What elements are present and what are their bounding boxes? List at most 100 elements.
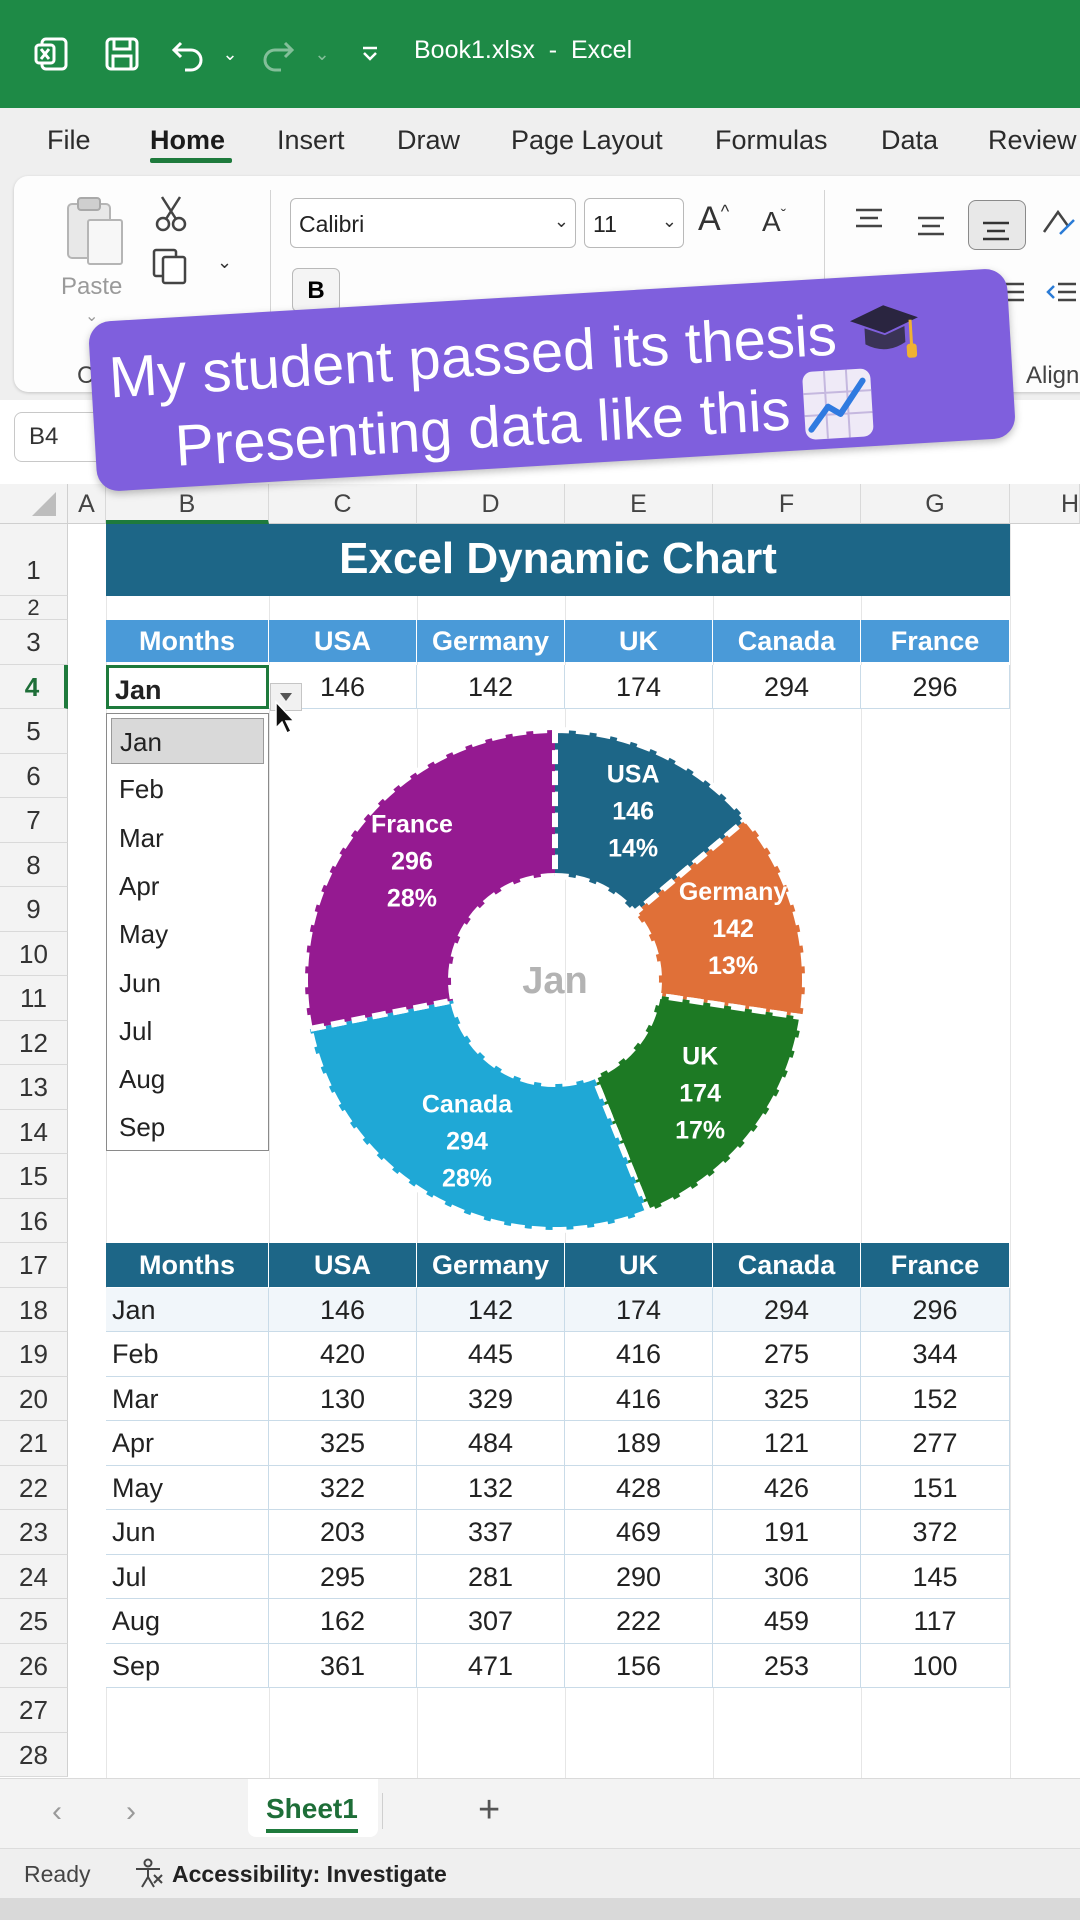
row-header[interactable]: 22 xyxy=(0,1465,68,1510)
bold-button[interactable]: B xyxy=(292,268,340,312)
column-header[interactable]: E xyxy=(565,484,713,524)
table-cell[interactable]: 306 xyxy=(713,1554,861,1599)
table-row-label[interactable]: Aug xyxy=(106,1599,269,1644)
table-cell[interactable]: 428 xyxy=(565,1465,713,1510)
tab-file[interactable]: File xyxy=(47,125,91,155)
column-header[interactable]: F xyxy=(713,484,861,524)
font-size-dropdown[interactable]: 11 ⌄ xyxy=(584,198,684,248)
tab-insert[interactable]: Insert xyxy=(277,125,345,155)
column-header[interactable]: D xyxy=(417,484,565,524)
scroll-right-icon[interactable]: › xyxy=(126,1795,136,1828)
table-cell[interactable]: 156 xyxy=(565,1643,713,1688)
table-cell[interactable]: 132 xyxy=(417,1465,565,1510)
orientation-icon[interactable] xyxy=(1038,204,1078,245)
row-header[interactable]: 3 xyxy=(0,620,68,665)
row-header[interactable]: 24 xyxy=(0,1554,68,1599)
table-cell[interactable]: 100 xyxy=(861,1643,1010,1688)
row-header[interactable]: 10 xyxy=(0,931,68,976)
column-header[interactable]: G xyxy=(861,484,1010,524)
redo-icon[interactable] xyxy=(258,30,298,78)
table-cell[interactable]: 290 xyxy=(565,1554,713,1599)
table-cell[interactable]: 426 xyxy=(713,1465,861,1510)
table-cell[interactable]: 142 xyxy=(417,1287,565,1332)
month-dropdown-list[interactable]: Jan Feb Mar Apr May Jun Jul Aug Sep xyxy=(106,713,269,1151)
dropdown-option[interactable]: Aug xyxy=(119,1064,166,1095)
dropdown-option[interactable]: Feb xyxy=(119,774,164,805)
row-header[interactable]: 23 xyxy=(0,1510,68,1555)
table-cell[interactable]: 162 xyxy=(269,1599,417,1644)
decrease-font-size-icon[interactable]: Aˇ xyxy=(762,206,787,237)
table-cell[interactable]: 152 xyxy=(861,1376,1010,1421)
row-header[interactable]: 15 xyxy=(0,1154,68,1199)
row-header[interactable]: 7 xyxy=(0,798,68,843)
row-header[interactable]: 17 xyxy=(0,1243,68,1288)
dropdown-arrow-button[interactable] xyxy=(270,683,302,711)
scroll-left-icon[interactable]: ‹ xyxy=(52,1795,62,1828)
paste-icon[interactable] xyxy=(62,194,126,273)
paste-dropdown-chevron-icon[interactable]: ⌄ xyxy=(85,308,99,325)
table-cell[interactable]: 277 xyxy=(861,1421,1010,1466)
tab-data[interactable]: Data xyxy=(881,125,939,155)
table-cell[interactable]: 281 xyxy=(417,1554,565,1599)
save-icon[interactable] xyxy=(100,30,144,78)
table-row-label[interactable]: Mar xyxy=(106,1376,269,1421)
table-cell[interactable]: 459 xyxy=(713,1599,861,1644)
table-cell[interactable]: 322 xyxy=(269,1465,417,1510)
table-cell[interactable]: 416 xyxy=(565,1376,713,1421)
table-cell[interactable]: 344 xyxy=(861,1332,1010,1377)
accessibility-status[interactable]: Accessibility: Investigate xyxy=(172,1861,447,1887)
chart-slice-france[interactable] xyxy=(302,726,558,1033)
table-row-label[interactable]: Jun xyxy=(106,1510,269,1555)
increase-font-size-icon[interactable]: A^ xyxy=(698,200,730,238)
chart-slice-uk[interactable] xyxy=(589,992,806,1216)
table-cell[interactable]: 151 xyxy=(861,1465,1010,1510)
align-top-icon[interactable] xyxy=(852,206,886,239)
row-header[interactable]: 14 xyxy=(0,1109,68,1154)
tab-draw[interactable]: Draw xyxy=(397,125,461,155)
table-cell[interactable]: 484 xyxy=(417,1421,565,1466)
undo-icon[interactable] xyxy=(168,30,208,78)
table-cell[interactable]: 117 xyxy=(861,1599,1010,1644)
table-cell[interactable]: 372 xyxy=(861,1510,1010,1555)
select-all-corner[interactable] xyxy=(0,484,68,524)
row-header[interactable]: 19 xyxy=(0,1332,68,1377)
chart-slice-germany[interactable] xyxy=(630,814,808,1021)
row-header[interactable]: 16 xyxy=(0,1198,68,1243)
dropdown-option[interactable]: Jun xyxy=(119,967,161,998)
selector-value-cell[interactable]: 294 xyxy=(713,664,861,709)
table-cell[interactable]: 296 xyxy=(861,1287,1010,1332)
table-cell[interactable]: 130 xyxy=(269,1376,417,1421)
tab-page-layout[interactable]: Page Layout xyxy=(511,125,663,155)
undo-dropdown-chevron-icon[interactable]: ⌄ xyxy=(222,43,238,64)
selector-value-cell[interactable]: 296 xyxy=(861,664,1010,709)
selector-value-cell[interactable]: 142 xyxy=(417,664,565,709)
row-header[interactable]: 6 xyxy=(0,753,68,798)
align-bottom-button[interactable] xyxy=(968,200,1026,250)
table-cell[interactable]: 121 xyxy=(713,1421,861,1466)
table-cell[interactable]: 294 xyxy=(713,1287,861,1332)
dropdown-option[interactable]: Mar xyxy=(119,822,164,853)
table-cell[interactable]: 469 xyxy=(565,1510,713,1555)
table-cell[interactable]: 420 xyxy=(269,1332,417,1377)
row-header[interactable]: 25 xyxy=(0,1599,68,1644)
table-cell[interactable]: 471 xyxy=(417,1643,565,1688)
customize-quick-access-icon[interactable] xyxy=(356,30,384,78)
row-header[interactable]: 20 xyxy=(0,1376,68,1421)
table-cell[interactable]: 307 xyxy=(417,1599,565,1644)
column-header[interactable]: B xyxy=(106,484,269,524)
copy-icon[interactable] xyxy=(150,246,190,291)
row-header[interactable]: 28 xyxy=(0,1732,68,1777)
copy-dropdown-chevron-icon[interactable]: ⌄ xyxy=(217,252,233,272)
table-cell[interactable]: 445 xyxy=(417,1332,565,1377)
month-selector-cell[interactable]: Jan xyxy=(106,664,269,709)
table-cell[interactable]: 203 xyxy=(269,1510,417,1555)
paste-label[interactable]: Paste xyxy=(61,273,123,300)
row-header[interactable]: 1 xyxy=(0,524,68,596)
table-row-label[interactable]: Sep xyxy=(106,1643,269,1688)
column-header[interactable]: C xyxy=(269,484,417,524)
accessibility-icon[interactable] xyxy=(132,1857,164,1894)
sheet-tab-sheet1[interactable]: Sheet1 xyxy=(248,1779,378,1837)
table-cell[interactable]: 189 xyxy=(565,1421,713,1466)
table-cell[interactable]: 145 xyxy=(861,1554,1010,1599)
